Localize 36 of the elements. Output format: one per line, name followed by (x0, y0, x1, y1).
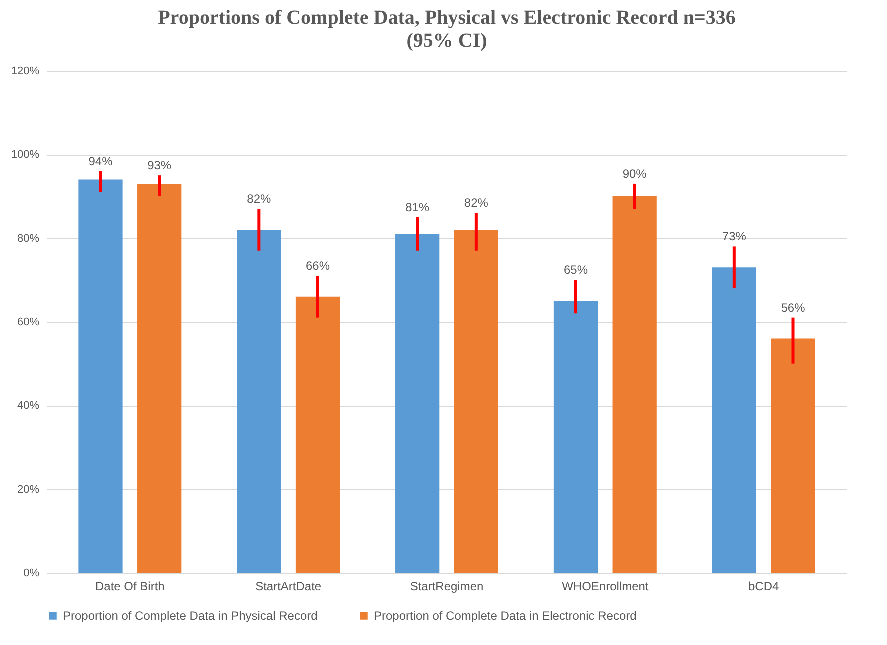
bar (138, 184, 182, 573)
data-label: 90% (622, 166, 648, 181)
chart-title: Proportions of Complete Data, Physical vs Electronic Record n=336 (158, 7, 736, 29)
y-tick-label: 120% (11, 66, 40, 78)
bar (712, 268, 756, 573)
data-label: 82% (464, 196, 489, 210)
bar (771, 338, 816, 573)
chart-subtitle: (95% CI) (406, 30, 488, 52)
x-tick-label: StartArtDate (256, 580, 322, 594)
y-tick-label: 60% (17, 316, 40, 328)
data-label: 65% (564, 263, 588, 278)
data-label: 81% (406, 200, 430, 214)
y-tick-label: 80% (17, 232, 40, 245)
data-label: 94% (88, 154, 114, 168)
x-tick-label: bCD4 (748, 580, 780, 594)
bar (454, 230, 498, 573)
y-tick-label: 0% (24, 568, 40, 580)
y-tick-label: 20% (17, 484, 40, 496)
bar (612, 196, 657, 573)
x-tick-label: WHOEnrollment (562, 580, 650, 594)
bar (396, 234, 440, 573)
data-label: 56% (781, 300, 806, 315)
legend-label: Proportion of Complete Data in Electronic Record (374, 609, 637, 623)
x-tick-label: Date Of Birth (95, 580, 165, 594)
data-label: 73% (722, 230, 747, 244)
data-label: 66% (306, 258, 330, 273)
bar (554, 301, 598, 573)
data-label: 93% (148, 158, 172, 173)
data-label: 82% (247, 192, 272, 206)
x-tick-label: StartRegimen (410, 580, 484, 594)
y-tick-label: 100% (11, 149, 40, 162)
y-tick-label: 40% (17, 400, 40, 412)
bar (78, 180, 123, 573)
bar (237, 230, 282, 573)
bar (296, 296, 340, 573)
legend-label: Proportion of Complete Data in Physical Record (63, 609, 318, 623)
